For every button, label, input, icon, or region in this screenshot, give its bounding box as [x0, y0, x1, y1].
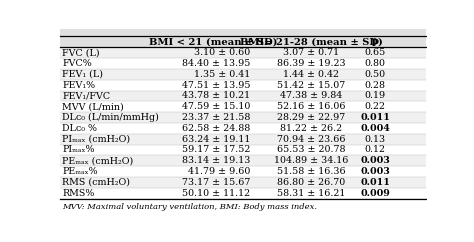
- Text: RMS%: RMS%: [62, 189, 95, 198]
- Text: FEV₁ (L): FEV₁ (L): [62, 70, 103, 79]
- Text: 65.53 ± 20.78: 65.53 ± 20.78: [277, 145, 346, 154]
- Text: 0.009: 0.009: [360, 189, 390, 198]
- Text: FVC (L): FVC (L): [62, 48, 100, 57]
- Bar: [60, 69, 426, 80]
- Text: 28.29 ± 22.97: 28.29 ± 22.97: [277, 113, 346, 122]
- Text: 0.28: 0.28: [365, 81, 385, 90]
- Bar: [60, 80, 426, 91]
- Bar: [60, 155, 426, 166]
- Text: FEV₁/FVC: FEV₁/FVC: [62, 91, 110, 100]
- Text: 58.31 ± 16.21: 58.31 ± 16.21: [277, 189, 346, 198]
- Bar: [60, 134, 426, 144]
- Text: FVC%: FVC%: [62, 59, 92, 68]
- Text: 47.51 ± 13.95: 47.51 ± 13.95: [182, 81, 251, 90]
- Text: 62.58 ± 24.88: 62.58 ± 24.88: [182, 124, 251, 133]
- Text: 73.17 ± 15.67: 73.17 ± 15.67: [182, 178, 251, 187]
- Text: FEV₁%: FEV₁%: [62, 81, 95, 90]
- Text: 0.22: 0.22: [365, 102, 385, 111]
- Text: 0.12: 0.12: [365, 145, 385, 154]
- Text: 1.44 ± 0.42: 1.44 ± 0.42: [283, 70, 339, 79]
- Text: PEₘₐₓ (cmH₂O): PEₘₐₓ (cmH₂O): [62, 156, 134, 165]
- Text: 43.78 ± 10.21: 43.78 ± 10.21: [182, 91, 251, 100]
- Text: 52.16 ± 16.06: 52.16 ± 16.06: [277, 102, 346, 111]
- Bar: [60, 112, 426, 123]
- Bar: [60, 91, 426, 101]
- Bar: [60, 47, 426, 58]
- Text: 0.19: 0.19: [365, 91, 385, 100]
- Text: 83.14 ± 19.13: 83.14 ± 19.13: [182, 156, 251, 165]
- Text: p: p: [372, 38, 379, 46]
- Text: 3.07 ± 0.71: 3.07 ± 0.71: [283, 48, 339, 57]
- Bar: [60, 166, 426, 177]
- Text: 47.59 ± 15.10: 47.59 ± 15.10: [182, 102, 251, 111]
- Text: 0.011: 0.011: [360, 113, 390, 122]
- Text: DLᴄ₀ (L/min/mmHg): DLᴄ₀ (L/min/mmHg): [62, 113, 159, 122]
- Text: 1.35 ± 0.41: 1.35 ± 0.41: [194, 70, 251, 79]
- Text: MVV (L/min): MVV (L/min): [62, 102, 124, 111]
- Bar: [60, 37, 426, 47]
- Text: 51.58 ± 16.36: 51.58 ± 16.36: [277, 167, 346, 176]
- Text: 63.24 ± 19.11: 63.24 ± 19.11: [182, 135, 251, 144]
- Bar: [60, 26, 426, 37]
- Text: 59.17 ± 17.52: 59.17 ± 17.52: [182, 145, 251, 154]
- Text: 104.89 ± 34.16: 104.89 ± 34.16: [274, 156, 348, 165]
- Text: RMS (cmH₂O): RMS (cmH₂O): [62, 178, 130, 187]
- Text: PIₘₐₓ%: PIₘₐₓ%: [62, 145, 95, 154]
- Text: MVV: Maximal voluntary ventilation, BMI: Body mass index.: MVV: Maximal voluntary ventilation, BMI:…: [62, 203, 317, 211]
- Text: PEₘₐₓ%: PEₘₐₓ%: [62, 167, 98, 176]
- Text: 50.10 ± 11.12: 50.10 ± 11.12: [182, 189, 251, 198]
- Text: 51.42 ± 15.07: 51.42 ± 15.07: [277, 81, 346, 90]
- Text: 86.80 ± 26.70: 86.80 ± 26.70: [277, 178, 346, 187]
- Text: BMI < 21 (mean ± SD): BMI < 21 (mean ± SD): [149, 38, 278, 46]
- Text: 0.003: 0.003: [360, 167, 390, 176]
- Bar: [60, 144, 426, 155]
- Text: 0.65: 0.65: [365, 48, 386, 57]
- Bar: [60, 123, 426, 134]
- Bar: [60, 101, 426, 112]
- Text: 0.80: 0.80: [365, 59, 385, 68]
- Text: 0.011: 0.011: [360, 178, 390, 187]
- Text: 70.94 ± 23.66: 70.94 ± 23.66: [277, 135, 346, 144]
- Text: 47.38 ± 9.84: 47.38 ± 9.84: [280, 91, 343, 100]
- Text: 0.004: 0.004: [360, 124, 390, 133]
- Bar: [60, 177, 426, 188]
- Text: DLᴄ₀ %: DLᴄ₀ %: [62, 124, 97, 133]
- Text: BMI= 21-28 (mean ± SD): BMI= 21-28 (mean ± SD): [240, 38, 383, 46]
- Bar: [60, 58, 426, 69]
- Bar: [60, 188, 426, 199]
- Text: 23.37 ± 21.58: 23.37 ± 21.58: [182, 113, 251, 122]
- Text: 41.79 ± 9.60: 41.79 ± 9.60: [188, 167, 251, 176]
- Text: 86.39 ± 19.23: 86.39 ± 19.23: [277, 59, 346, 68]
- Text: 81.22 ± 26.2: 81.22 ± 26.2: [280, 124, 342, 133]
- Text: 3.10 ± 0.60: 3.10 ± 0.60: [194, 48, 251, 57]
- Text: 0.50: 0.50: [365, 70, 385, 79]
- Text: 0.13: 0.13: [365, 135, 385, 144]
- Text: 0.003: 0.003: [360, 156, 390, 165]
- Text: 84.40 ± 13.95: 84.40 ± 13.95: [182, 59, 251, 68]
- Text: PIₘₐₓ (cmH₂O): PIₘₐₓ (cmH₂O): [62, 135, 130, 144]
